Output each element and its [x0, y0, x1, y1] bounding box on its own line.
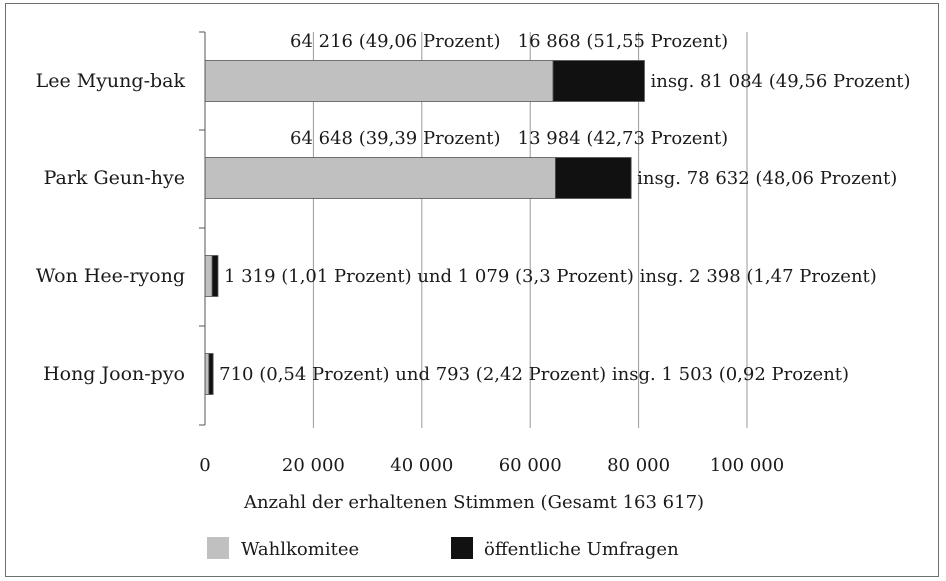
- legend-swatch-umfragen: [451, 537, 473, 559]
- annotation-right: insg. 81 084 (49,56 Prozent): [650, 71, 910, 92]
- legend-label: Wahlkomitee: [241, 539, 359, 560]
- legend-label: öffentliche Umfragen: [484, 539, 679, 560]
- y-axis-ticks: [199, 31, 205, 426]
- x-tick-label: 0: [199, 455, 210, 476]
- bar-umfragen: [208, 353, 214, 395]
- bar-umfragen: [211, 255, 219, 297]
- legend: Wahlkomitee öffentliche Umfragen: [207, 537, 679, 560]
- annotation-right: 710 (0,54 Prozent) und 793 (2,42 Prozent…: [219, 364, 849, 385]
- bar-wahlkomitee: [204, 60, 554, 102]
- x-tick-labels: 0 20 000 40 000 60 000 80 000 100 000: [199, 455, 784, 476]
- annotations: 64 216 (49,06 Prozent) 16 868 (51,55 Pro…: [219, 31, 910, 385]
- category-label: Lee Myung-bak: [36, 70, 186, 92]
- category-label: Park Geun-hye: [44, 167, 185, 189]
- x-tick-label: 20 000: [282, 455, 345, 476]
- x-axis-title: Anzahl der erhaltenen Stimmen (Gesamt 16…: [243, 492, 704, 513]
- x-tick-label: 60 000: [499, 455, 562, 476]
- annotation-right: insg. 78 632 (48,06 Prozent): [637, 168, 897, 189]
- annotation-right: 1 319 (1,01 Prozent) und 1 079 (3,3 Proz…: [224, 266, 877, 287]
- bar-wahlkomitee: [204, 353, 210, 395]
- bar-wahlkomitee: [204, 157, 556, 199]
- category-label: Won Hee-ryong: [36, 265, 185, 287]
- bar-umfragen: [554, 157, 632, 199]
- x-tick-label: 80 000: [607, 455, 670, 476]
- category-labels: Lee Myung-bak Park Geun-hye Won Hee-ryong H…: [36, 70, 186, 385]
- x-tick-label: 40 000: [390, 455, 453, 476]
- annotation-top: 64 216 (49,06 Prozent) 16 868 (51,55 Pro…: [290, 31, 728, 52]
- bar-wahlkomitee: [204, 255, 213, 297]
- category-label: Hong Joon-pyo: [43, 363, 185, 385]
- annotation-top: 64 648 (39,39 Prozent) 13 984 (42,73 Pro…: [290, 128, 728, 149]
- legend-swatch-wahlkomitee: [207, 537, 229, 559]
- bars: [204, 60, 645, 395]
- bar-umfragen: [552, 60, 645, 102]
- x-tick-label: 100 000: [710, 455, 784, 476]
